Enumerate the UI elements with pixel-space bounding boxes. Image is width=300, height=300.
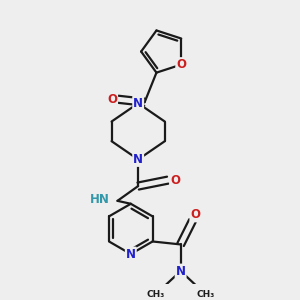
Text: O: O <box>170 174 180 187</box>
Text: N: N <box>133 97 143 110</box>
Text: O: O <box>190 208 200 221</box>
Text: N: N <box>133 153 143 166</box>
Text: CH₃: CH₃ <box>146 290 165 299</box>
Text: N: N <box>176 265 186 278</box>
Text: N: N <box>126 248 136 260</box>
Text: CH₃: CH₃ <box>196 290 215 299</box>
Text: O: O <box>176 58 186 71</box>
Text: HN: HN <box>90 193 110 206</box>
Text: O: O <box>107 93 117 106</box>
